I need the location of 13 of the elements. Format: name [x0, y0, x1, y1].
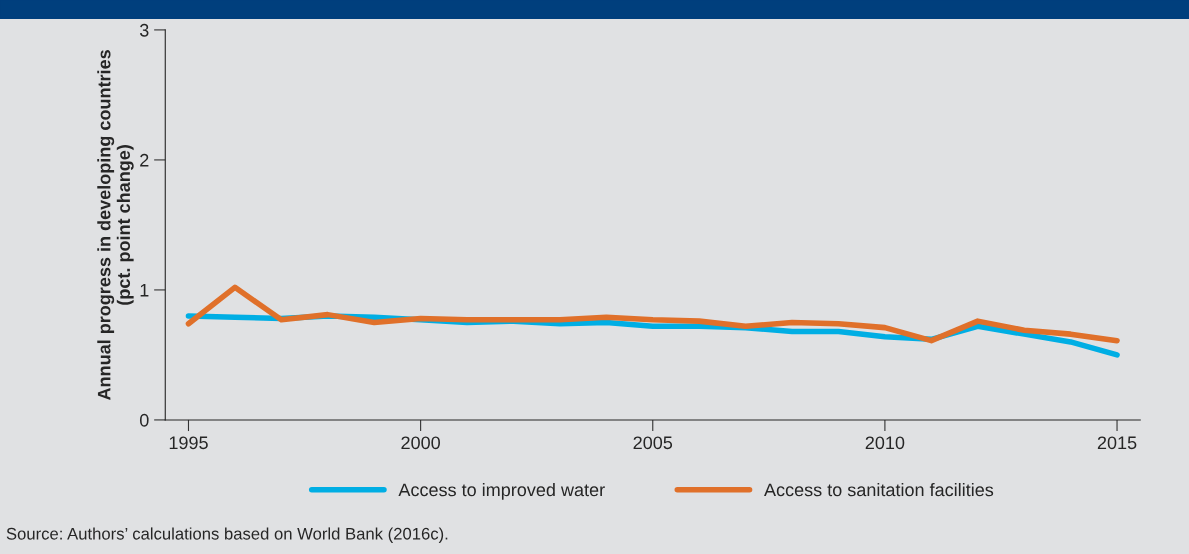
- y-tick-label: 3: [139, 23, 149, 37]
- y-tick-label: 1: [140, 284, 149, 297]
- x-tick-label: 2005: [633, 436, 673, 450]
- y-tick-label: 2: [140, 153, 149, 167]
- x-tick-label: 2015: [1097, 436, 1137, 450]
- source-note: Source: Authors’ calculations based on World Bank (2016c).: [6, 527, 448, 543]
- legend-label: Access to sanitation facilities: [764, 482, 994, 497]
- y-axis-title: Annual progress in developing countries (pct. point change): [97, 50, 134, 401]
- x-tick-label: 2000: [401, 436, 440, 450]
- y-tick-label: 0: [139, 413, 149, 427]
- x-tick-label: 1995: [169, 436, 208, 450]
- x-tick-label: 2010: [865, 436, 905, 450]
- legend-label: Access to improved water: [398, 482, 605, 500]
